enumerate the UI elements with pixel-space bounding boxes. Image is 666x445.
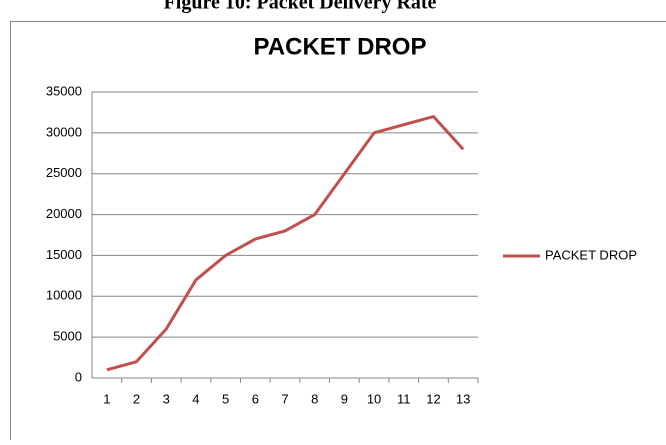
x-tick-label: 3 — [163, 391, 170, 406]
legend-label: PACKET DROP — [545, 247, 637, 262]
y-tick-label: 15000 — [46, 247, 82, 262]
y-tick-label: 30000 — [46, 124, 82, 139]
x-tick-label: 13 — [456, 391, 470, 406]
x-tick-label: 12 — [426, 391, 440, 406]
chart-title: PACKET DROP — [254, 33, 427, 60]
y-tick-label: 25000 — [46, 165, 82, 180]
x-tick-label: 8 — [311, 391, 318, 406]
caption: Figure 10: Packet Delivery Rate — [164, 0, 437, 14]
x-tick-label: 5 — [222, 391, 229, 406]
x-tick-label: 9 — [341, 391, 348, 406]
y-tick-label: 10000 — [46, 288, 82, 303]
x-tick-label: 2 — [133, 391, 140, 406]
x-tick-label: 6 — [252, 391, 259, 406]
y-tick-label: 35000 — [46, 83, 82, 98]
x-tick-label: 10 — [367, 391, 381, 406]
x-tick-label: 11 — [397, 391, 411, 406]
y-tick-label: 0 — [75, 369, 82, 384]
x-tick-label: 4 — [192, 391, 199, 406]
x-tick-label: 1 — [103, 391, 110, 406]
chart-border — [11, 22, 666, 441]
x-tick-label: 7 — [281, 391, 288, 406]
y-tick-label: 20000 — [46, 206, 82, 221]
y-tick-label: 5000 — [53, 329, 82, 344]
